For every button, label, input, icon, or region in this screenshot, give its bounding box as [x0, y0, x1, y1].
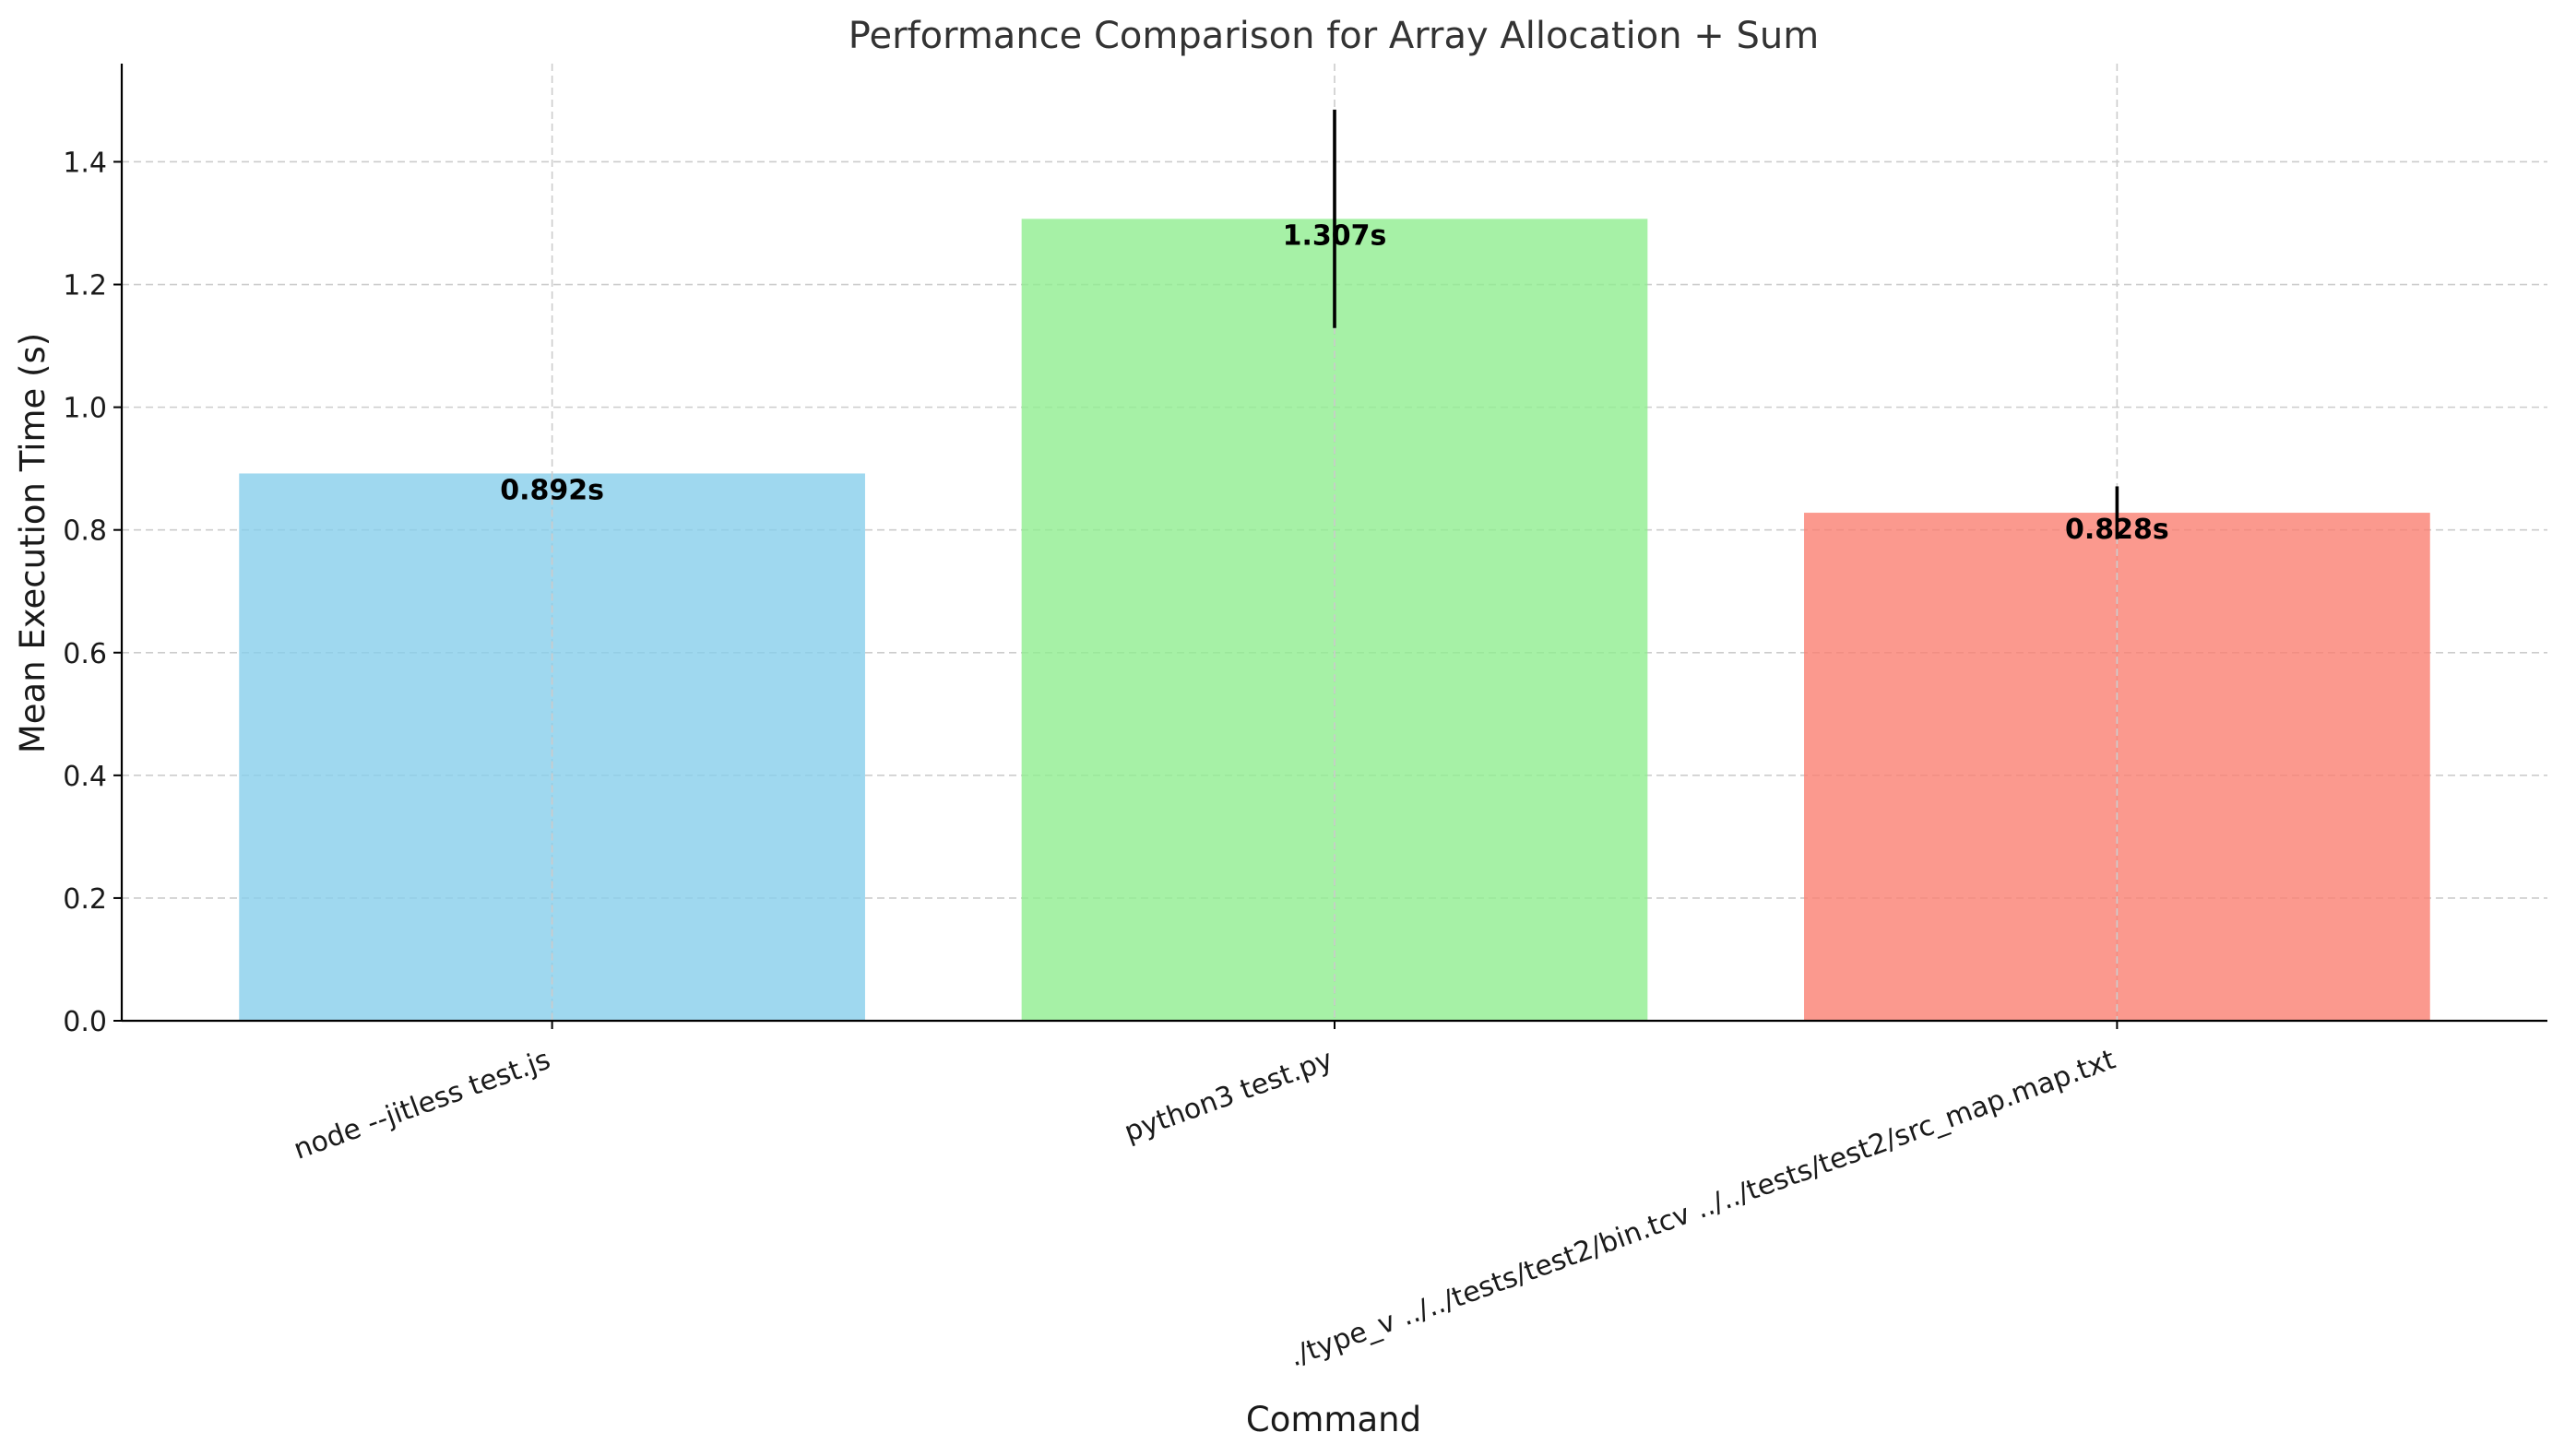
y-tick-label: 0.6	[63, 638, 107, 670]
data-label-1: 0.892s	[500, 474, 604, 506]
x-tick-label: node --jitless test.js	[290, 1044, 554, 1166]
y-tick-label: 0.8	[63, 515, 107, 548]
x-tick-label: ./type_v ../../tests/test2/bin.tcv ../..…	[1286, 1044, 2120, 1374]
data-label-2: 1.307s	[1283, 219, 1387, 252]
y-tick-label: 1.4	[63, 147, 107, 179]
y-tick-label: 0.4	[63, 761, 107, 793]
error-bar-layer	[1333, 109, 2119, 539]
y-tick-label: 0.2	[63, 883, 107, 916]
x-axis-label: Command	[1246, 1400, 1421, 1439]
bar-1	[239, 473, 865, 1021]
y-tick-label: 0.0	[63, 1006, 107, 1038]
chart-title: Performance Comparison for Array Allocat…	[849, 15, 1819, 57]
data-label-layer: 0.892s 1.307s 0.828s	[500, 219, 2169, 546]
y-tick-label: 1.2	[63, 270, 107, 302]
y-axis-label: Mean Execution Time (s)	[13, 333, 53, 753]
y-tick-label: 1.0	[63, 393, 107, 425]
data-label-3: 0.828s	[2065, 514, 2169, 546]
x-tick-label: python3 test.py	[1121, 1044, 1337, 1149]
